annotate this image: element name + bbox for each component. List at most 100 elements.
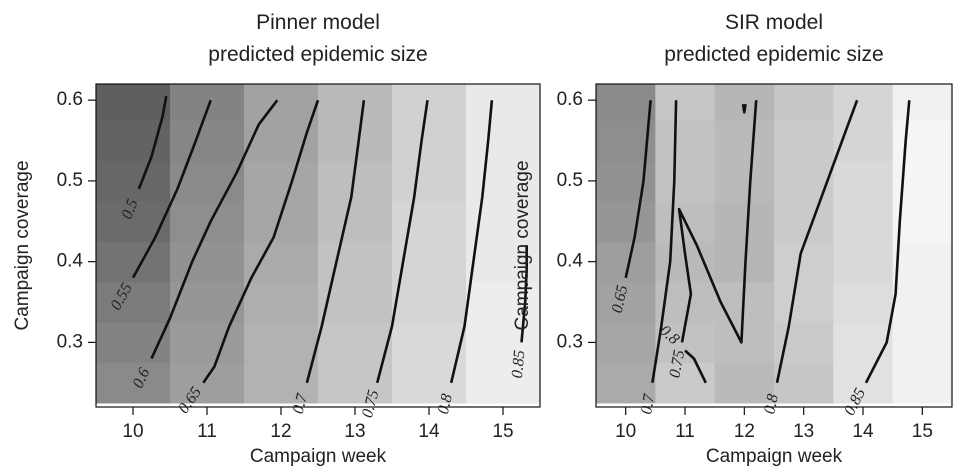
heatmap-cell (392, 84, 467, 121)
contour-label: 0.75 (359, 388, 383, 419)
heatmap-cell (466, 322, 540, 364)
y-tick-label: 0.6 (557, 89, 583, 110)
heatmap-cell (244, 362, 319, 404)
heatmap-cell (892, 281, 952, 323)
heatmap-cell (244, 201, 319, 242)
heatmap-cell (96, 362, 171, 404)
contour-label: 0.85 (509, 350, 528, 379)
x-axis-label: Campaign week (250, 446, 387, 467)
x-tick-label: 13 (344, 421, 365, 442)
heatmap-cell (833, 281, 894, 323)
heatmap-cell (774, 322, 834, 364)
heatmap-cell (392, 120, 467, 162)
y-tick-label: 0.3 (57, 331, 83, 352)
contour-line (449, 100, 494, 384)
x-tick-label: 10 (122, 421, 143, 442)
contour-label: 0.8 (761, 393, 782, 416)
heatmap-cell (170, 201, 245, 242)
x-tick-label: 12 (270, 421, 291, 442)
heatmap-cell (892, 322, 952, 364)
heatmap-cell (892, 120, 952, 162)
heatmap-cell (392, 281, 467, 323)
heatmap-cell (655, 120, 716, 162)
x-tick-label: 10 (615, 421, 636, 442)
contour-label: 0.5 (119, 197, 142, 222)
heatmap-cell (170, 362, 245, 404)
chart-subtitle: predicted epidemic size (664, 43, 883, 66)
heatmap-cell (655, 160, 716, 202)
chart-subtitle: predicted epidemic size (208, 43, 427, 66)
heatmap-cell (318, 201, 393, 242)
chart-title: Pinner model (256, 11, 380, 34)
heatmap-cell (714, 362, 775, 404)
heatmap-cell (774, 84, 834, 121)
heatmap-cell (244, 160, 319, 202)
plot-frame (595, 83, 953, 408)
heatmap-cell (774, 281, 834, 323)
heatmap-cell (596, 281, 656, 323)
heatmap-cell (170, 120, 245, 162)
heatmap-cell (774, 201, 834, 242)
plot-area (596, 84, 952, 404)
chart-title: SIR model (725, 11, 823, 34)
heatmap-cell (833, 160, 894, 202)
heatmap-cell (833, 322, 894, 364)
heatmap-cell (714, 322, 775, 364)
heatmap-cell (596, 201, 656, 242)
heatmap-cell (318, 84, 393, 121)
heatmap-cell (170, 241, 245, 283)
contour-label: 0.7 (638, 392, 658, 415)
x-axis-label: Campaign week (706, 446, 843, 467)
y-tick-label: 0.6 (57, 89, 83, 110)
y-tick-label: 0.3 (557, 331, 583, 352)
y-axis-label: Campaign coverage (512, 160, 533, 330)
y-tick-label: 0.4 (57, 251, 84, 272)
heatmap-cell (466, 362, 540, 404)
heatmap-cell (596, 362, 656, 404)
contour-label: 0.8 (435, 392, 456, 415)
heatmap-cell (714, 160, 775, 202)
contour-line (677, 100, 758, 344)
heatmap-cell (655, 362, 716, 404)
heatmap-cell (714, 201, 775, 242)
heatmap-cell (392, 322, 467, 364)
heatmap-cell (774, 120, 834, 162)
plot-area (96, 84, 540, 404)
heatmap-cell (170, 84, 245, 121)
heatmap-cell (170, 322, 245, 364)
contour-line (202, 99, 320, 384)
heatmap-cell (596, 160, 656, 202)
heatmap-cell (466, 160, 540, 202)
contour-line (520, 245, 528, 343)
heatmap-cell (392, 160, 467, 202)
heatmap-cell (774, 160, 834, 202)
x-tick-label: 11 (197, 421, 217, 442)
x-tick-label: 11 (675, 421, 695, 442)
contour-line (305, 100, 366, 384)
heatmap-cell (833, 362, 894, 404)
heatmap-cell (318, 241, 393, 283)
heatmap-cell (318, 120, 393, 162)
heatmap-cell (244, 120, 319, 162)
heatmap-cell (96, 201, 171, 242)
heatmap-cell (466, 120, 540, 162)
contour-line (137, 95, 168, 190)
contour-line (624, 100, 652, 279)
heatmap-cell (596, 84, 656, 121)
plot-frame (95, 83, 541, 408)
heatmap-cell (655, 84, 716, 121)
heatmap-cell (96, 281, 171, 323)
heatmap-cell (244, 84, 319, 121)
heatmap-cell (392, 201, 467, 242)
heatmap-cell (96, 84, 171, 121)
heatmap-cell (714, 120, 775, 162)
y-tick-label: 0.5 (57, 170, 83, 191)
x-tick-label: 14 (852, 421, 874, 442)
y-tick-label: 0.5 (557, 170, 583, 191)
heatmap-cell (244, 241, 319, 283)
contour-line (775, 99, 859, 384)
heatmap-cell (833, 201, 894, 242)
